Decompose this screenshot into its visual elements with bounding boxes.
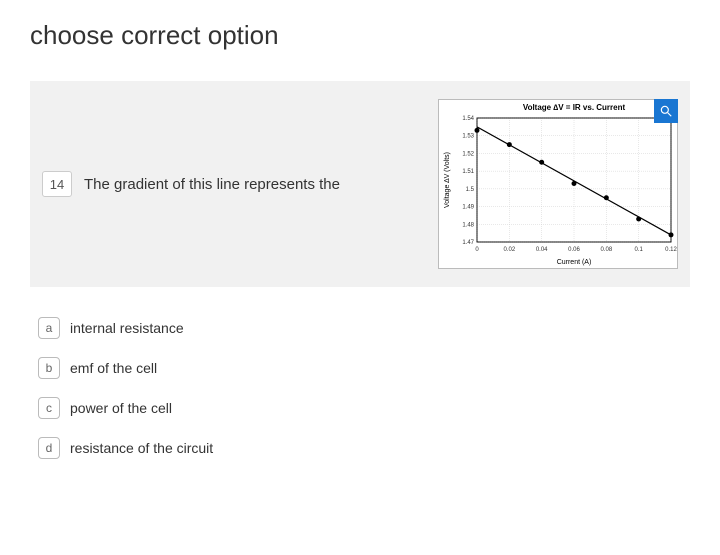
page-title: choose correct option [30,20,690,51]
svg-text:0.06: 0.06 [568,247,580,253]
svg-text:Voltage ∆V (Volts): Voltage ∆V (Volts) [444,152,451,208]
option-letter[interactable]: a [38,317,60,339]
svg-text:0: 0 [475,247,479,253]
options-list: a internal resistance b emf of the cell … [30,317,690,459]
svg-text:1.49: 1.49 [462,205,474,211]
zoom-button[interactable] [654,99,678,123]
svg-text:1.51: 1.51 [462,169,474,175]
option-text: internal resistance [70,320,184,336]
svg-text:1.48: 1.48 [462,222,474,228]
magnify-icon [659,104,673,118]
question-block: 14 The gradient of this line represents … [30,81,690,287]
svg-text:1.54: 1.54 [462,116,474,122]
svg-text:0.04: 0.04 [536,247,548,253]
voltage-current-chart: 00.020.040.060.080.10.121.471.481.491.51… [439,100,679,270]
option-text: power of the cell [70,400,172,416]
option-b[interactable]: b emf of the cell [38,357,690,379]
option-text: emf of the cell [70,360,157,376]
question-text: The gradient of this line represents the [84,176,438,193]
option-text: resistance of the circuit [70,440,213,456]
option-d[interactable]: d resistance of the circuit [38,437,690,459]
chart-container: 00.020.040.060.080.10.121.471.481.491.51… [438,99,678,269]
option-letter[interactable]: b [38,357,60,379]
svg-text:1.5: 1.5 [466,187,475,193]
option-letter[interactable]: c [38,397,60,419]
svg-text:Voltage ∆V = IR vs. Current: Voltage ∆V = IR vs. Current [523,103,626,112]
svg-text:Current (A): Current (A) [557,259,592,266]
svg-text:1.52: 1.52 [462,151,474,157]
option-a[interactable]: a internal resistance [38,317,690,339]
question-number: 14 [42,171,72,197]
svg-text:0.1: 0.1 [634,247,643,253]
svg-text:0.08: 0.08 [600,247,612,253]
svg-text:0.02: 0.02 [503,247,515,253]
option-letter[interactable]: d [38,437,60,459]
svg-text:0.12: 0.12 [665,247,677,253]
option-c[interactable]: c power of the cell [38,397,690,419]
svg-text:1.53: 1.53 [462,134,474,140]
svg-text:1.47: 1.47 [462,240,474,246]
